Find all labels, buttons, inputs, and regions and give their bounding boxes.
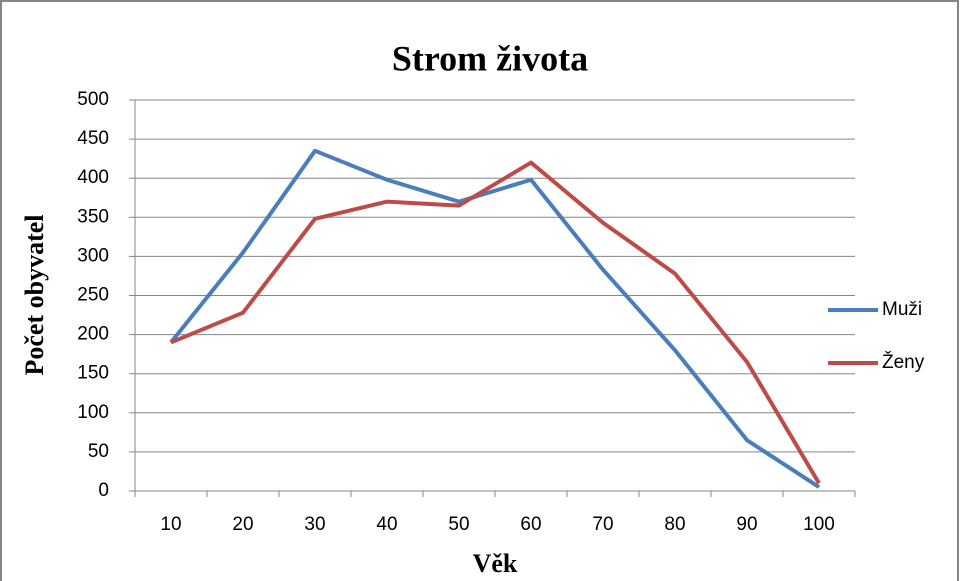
x-tick-label: 50 <box>448 514 469 535</box>
chart-title: Strom života <box>392 38 588 78</box>
x-tick-label: 20 <box>232 514 253 535</box>
y-tick-label: 50 <box>88 441 109 462</box>
y-tick-label: 500 <box>77 89 109 110</box>
y-tick-label: 350 <box>77 206 109 227</box>
x-tick-label: 100 <box>803 514 835 535</box>
y-tick-label: 150 <box>77 363 109 384</box>
y-axis-label: Počet obyvatel <box>20 214 49 375</box>
x-tick-label: 40 <box>376 514 397 535</box>
y-tick-label: 0 <box>98 480 109 501</box>
series-line <box>170 160 821 485</box>
legend-label: Ženy <box>882 351 925 373</box>
series-line <box>169 148 821 489</box>
x-tick-label: 70 <box>592 514 613 535</box>
x-tick-label: 60 <box>520 514 541 535</box>
y-tick-label: 200 <box>77 324 109 345</box>
y-tick-label: 450 <box>77 128 109 149</box>
y-tick-label: 100 <box>77 402 109 423</box>
x-tick-label: 10 <box>160 514 181 535</box>
y-tick-label: 250 <box>77 285 109 306</box>
x-tick-label: 90 <box>736 514 757 535</box>
y-tick-label: 400 <box>77 167 109 188</box>
y-tick-label: 300 <box>77 245 109 266</box>
x-tick-label: 30 <box>304 514 325 535</box>
legend-label: Muži <box>882 299 922 320</box>
x-axis-label: Věk <box>473 549 518 578</box>
x-tick-label: 80 <box>664 514 685 535</box>
